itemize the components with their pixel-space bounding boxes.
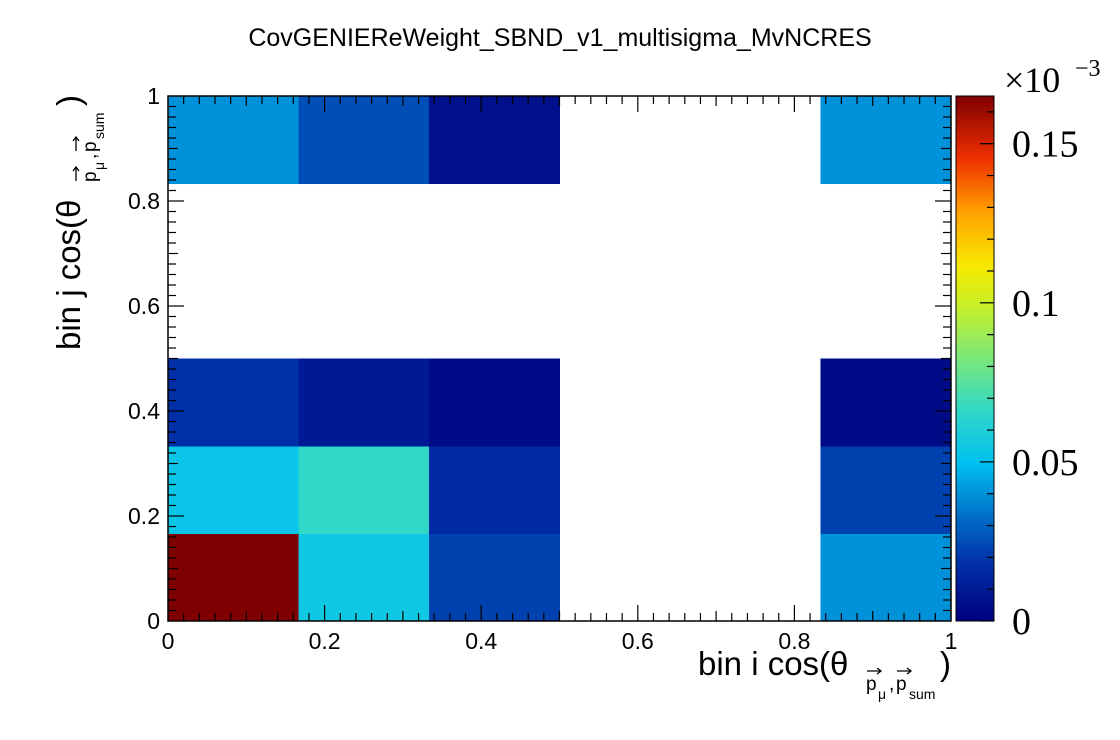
heatmap-cells	[168, 96, 952, 622]
y-tick-label: 0.8	[128, 188, 160, 214]
heatmap-cell	[820, 446, 952, 534]
heatmap-cell	[168, 96, 300, 185]
y-axis-label-main: bin j cos(θ	[50, 200, 87, 350]
color-bar-ticks: 0 0.05 0.1 0.15	[980, 111, 1079, 643]
color-bar-exponent-power: −3	[1075, 56, 1101, 82]
x-vector-arrow-1	[867, 667, 883, 675]
heatmap-cell	[428, 446, 560, 534]
x-vector-arrow-2	[897, 667, 913, 675]
heatmap-cell	[820, 96, 952, 185]
heatmap-cell	[428, 533, 560, 622]
x-axis-label-sub-greek: μ	[878, 686, 886, 702]
x-axis-label-main: bin i cos(θ	[698, 645, 848, 682]
x-tick-label: 0.2	[309, 628, 341, 654]
y-axis-label-sub-vec2: p	[80, 141, 101, 152]
color-bar-tick-label: 0.05	[1012, 442, 1079, 484]
y-vector-arrow-1	[72, 165, 80, 181]
color-bar-exponent: ×10 −3	[1004, 56, 1101, 100]
x-axis-label-sub-sep: ,	[889, 674, 894, 695]
color-bar-tick-label: 0.1	[1012, 283, 1060, 325]
x-axis-label-sub-vec1: p	[866, 674, 877, 695]
color-bar-exponent-base: ×10	[1004, 60, 1060, 100]
heatmap-cell	[428, 358, 560, 447]
x-tick-label: 0	[162, 628, 175, 654]
x-tick-label: 0.4	[465, 628, 497, 654]
axis-ticks	[168, 96, 951, 621]
y-tick-label: 0.4	[128, 398, 160, 424]
x-tick-label: 0.6	[622, 628, 654, 654]
heatmap-cell	[168, 446, 300, 534]
heatmap-cell	[298, 358, 430, 447]
x-axis-label-close: )	[940, 645, 951, 682]
heatmap-cell	[820, 533, 952, 622]
heatmap-cell	[298, 96, 430, 185]
chart-title: CovGENIEReWeight_SBND_v1_multisigma_MvNC…	[248, 24, 871, 52]
plot-frame	[167, 95, 952, 622]
y-tick-label: 1	[147, 83, 160, 109]
y-axis-label-sub-greek: μ	[91, 162, 107, 170]
heatmap-cell	[168, 533, 300, 622]
heatmap-cell	[298, 533, 430, 622]
y-axis-label-sub-sum: sum	[91, 113, 107, 139]
heatmap-cell	[168, 358, 300, 447]
color-bar	[955, 95, 995, 622]
heatmap-cell	[428, 96, 560, 185]
x-axis-label: bin i cos(θ p μ , p sum )	[698, 645, 951, 702]
x-axis-label-sub-sum: sum	[909, 686, 935, 702]
heatmap-cell	[820, 358, 952, 447]
x-axis-label-sub-vec2: p	[896, 674, 907, 695]
x-tick-label: 1	[945, 628, 958, 654]
y-axis-label-close: )	[50, 95, 87, 106]
color-bar-tick-label: 0.15	[1012, 124, 1079, 166]
y-vector-arrow-2	[72, 135, 80, 151]
color-bar-tick-label: 0	[1012, 601, 1031, 643]
x-tick-labels: 0 0.2 0.4 0.6 0.8 1	[162, 628, 958, 654]
y-tick-labels: 0 0.2 0.4 0.6 0.8 1	[128, 83, 160, 634]
y-axis-label: bin j cos(θ p μ , p sum )	[50, 95, 107, 350]
y-tick-label: 0	[147, 608, 160, 634]
y-axis-label-sub-vec1: p	[80, 171, 101, 182]
y-tick-label: 0.2	[128, 503, 160, 529]
x-tick-label: 0.8	[778, 628, 810, 654]
y-tick-label: 0.6	[128, 293, 160, 319]
y-axis-label-sub-sep: ,	[80, 154, 101, 159]
heatmap-cell	[298, 446, 430, 534]
